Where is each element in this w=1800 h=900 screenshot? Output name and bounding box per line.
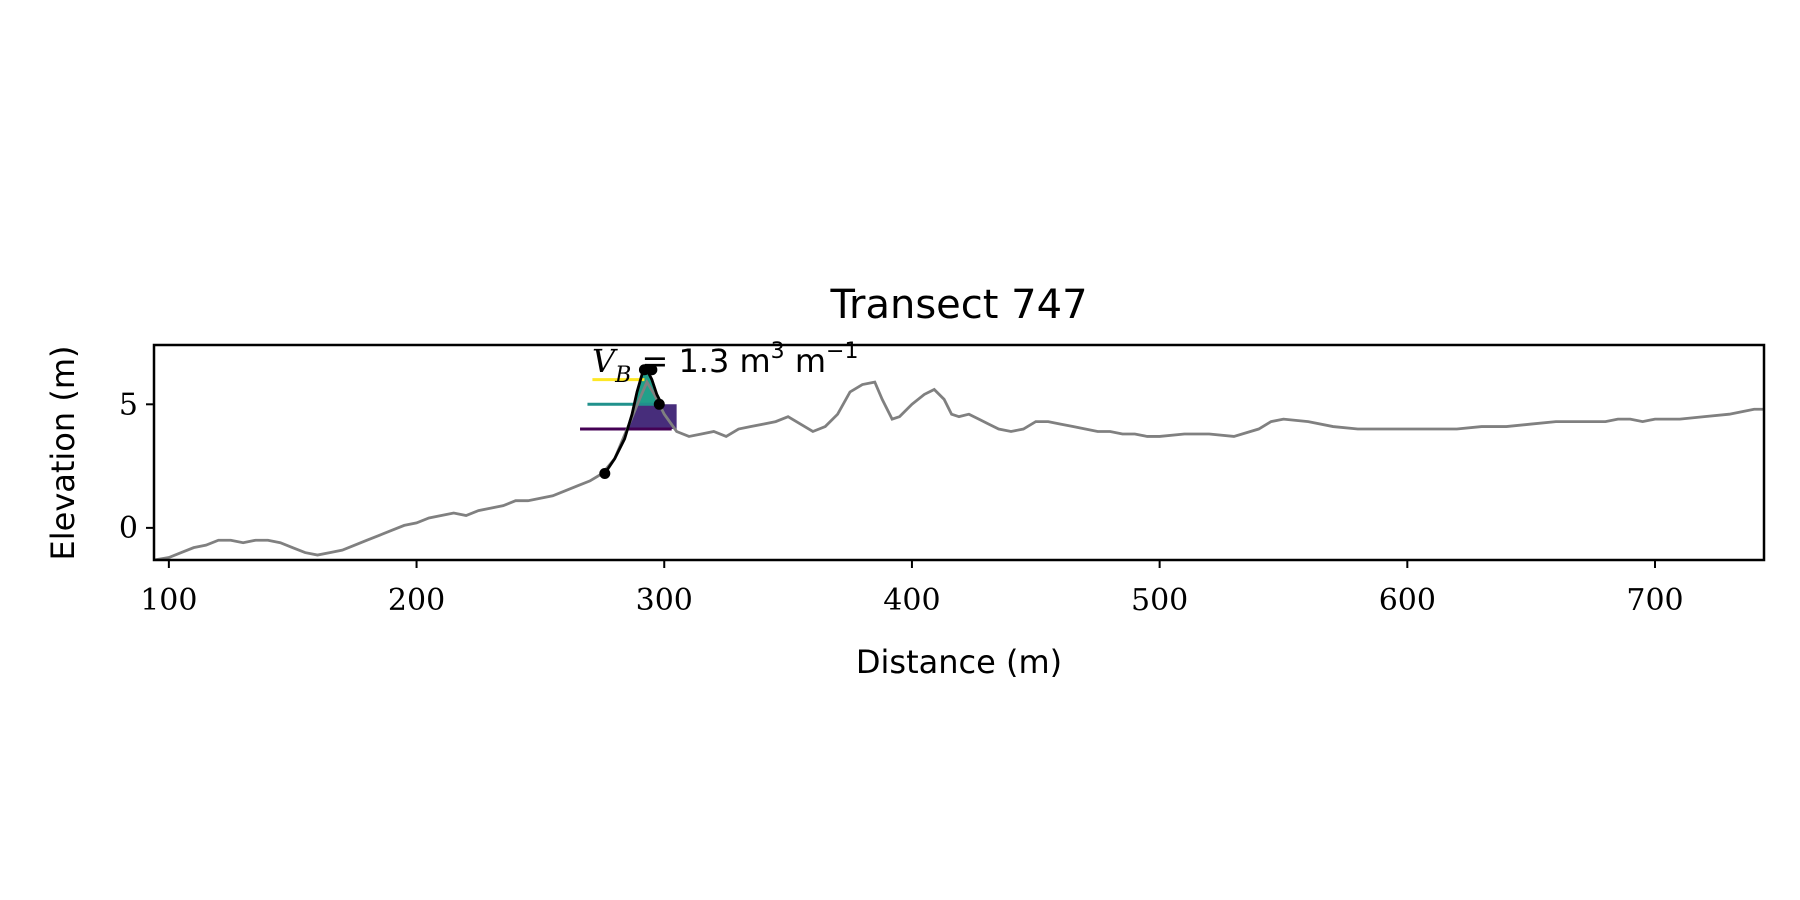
- x-tick-label-600: 600: [1379, 583, 1436, 618]
- y-tick-label-0: 0: [119, 511, 138, 546]
- dune-crest-2-point: [646, 364, 658, 376]
- x-tick-label-400: 400: [883, 583, 940, 618]
- dune-toe-point: [599, 468, 611, 480]
- annotation-variable: V: [592, 342, 618, 380]
- plot-content: [154, 364, 1764, 560]
- annotation-sup-1: 3: [771, 339, 785, 364]
- plot-frame: [152, 343, 1766, 562]
- y-axis: 05: [119, 387, 154, 546]
- volume-fill-mid: [634, 369, 677, 405]
- y-tick-label-5: 5: [119, 387, 138, 422]
- annotation-value: = 1.3 m: [631, 342, 770, 380]
- x-tick-label-200: 200: [388, 583, 445, 618]
- chart-title: Transect 747: [829, 282, 1087, 328]
- x-axis-label: Distance (m): [856, 643, 1062, 681]
- x-axis: 100 200 300 400 500 600 700: [140, 560, 1684, 618]
- x-tick-label-500: 500: [1131, 583, 1188, 618]
- volume-annotation: VB = 1.3 m3 m−1: [592, 339, 858, 388]
- x-tick-label-100: 100: [140, 583, 197, 618]
- annotation-unit: m: [785, 342, 826, 380]
- annotation-subscript: B: [614, 363, 631, 388]
- profile-line: [154, 379, 1764, 560]
- y-axis-label: Elevation (m): [44, 346, 82, 561]
- plot-area: [154, 364, 1764, 560]
- dune-fit-line: [603, 367, 664, 475]
- dune-heel-point: [653, 398, 665, 410]
- x-tick-label-700: 700: [1626, 583, 1683, 618]
- x-tick-label-300: 300: [636, 583, 693, 618]
- annotation-sup-2: −1: [826, 339, 858, 364]
